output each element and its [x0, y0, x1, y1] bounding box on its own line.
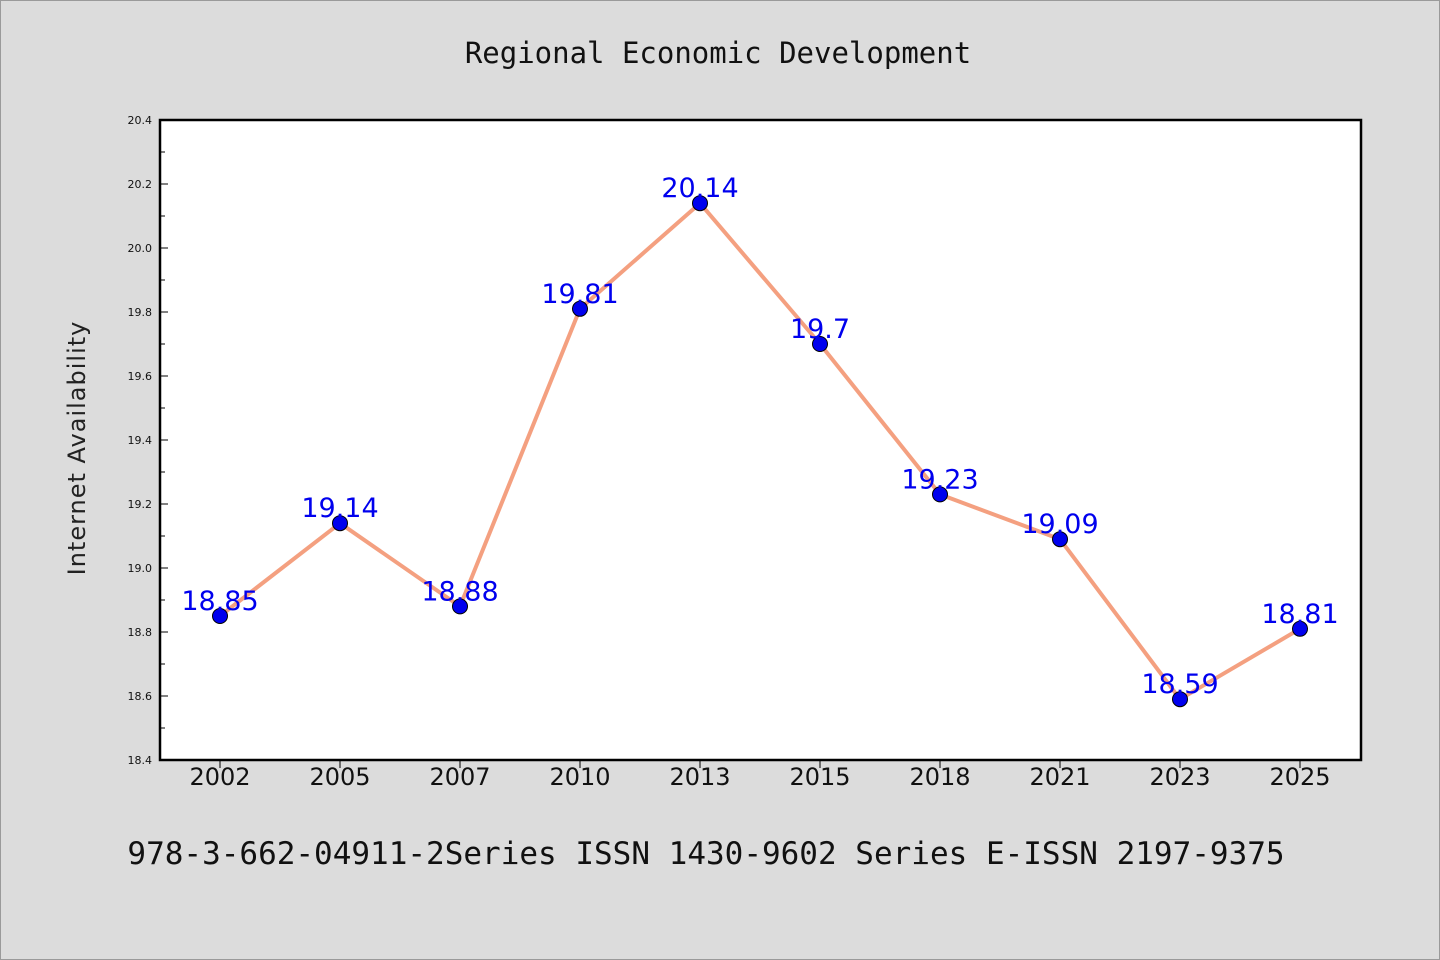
- x-tick-label: 2005: [309, 763, 370, 791]
- x-tick-label: 2021: [1029, 763, 1090, 791]
- data-point-marker: [212, 608, 228, 624]
- x-tick-label: 2018: [909, 763, 970, 791]
- y-axis: 18.4 18.6 18.8 19.0 19.2 19.4 19.6 19.8 20.0 20.2…: [128, 114, 168, 767]
- data-point-marker: [692, 195, 708, 212]
- x-tick-label: 2002: [189, 763, 250, 791]
- data-label: 18.81: [1261, 599, 1338, 630]
- data-label: 19.7: [790, 314, 850, 345]
- chart-title: Regional Economic Development: [465, 36, 971, 70]
- data-point-marker: [932, 486, 948, 503]
- data-point-marker: [1292, 620, 1308, 637]
- plot-area: [158, 118, 1363, 762]
- data-label: 19.09: [1021, 509, 1098, 540]
- data-label: 18.85: [181, 586, 258, 617]
- y-tick-label: 19.4: [128, 434, 153, 447]
- data-point-marker: [812, 336, 828, 352]
- data-label: 18.59: [1141, 669, 1218, 700]
- y-tick-label: 18.6: [128, 690, 153, 703]
- x-tick-label: 2023: [1149, 763, 1210, 791]
- footer-text: 978-3-662-04911-2Series ISSN 1430-9602 S…: [127, 836, 1284, 872]
- y-tick-label: 19.6: [128, 370, 153, 383]
- data-label: 19.81: [541, 279, 618, 310]
- y-tick-label: 20.0: [128, 242, 153, 255]
- y-axis-label: Internet Availability: [63, 321, 91, 576]
- x-tick-label: 2007: [429, 763, 490, 791]
- y-tick-label: 19.8: [128, 306, 153, 319]
- data-point-marker: [452, 598, 468, 615]
- y-tick-label: 19.2: [128, 498, 153, 511]
- series-line: [218, 201, 1302, 702]
- data-label: 19.14: [301, 493, 378, 524]
- y-tick-label: 18.4: [128, 754, 153, 767]
- data-point-marker: [572, 300, 588, 317]
- data-point-marker: [1052, 531, 1068, 548]
- series-layer: 18.85 19.14 18.88 19.81 20.14 19.7 19.23 19.09 1…: [181, 173, 1339, 708]
- x-tick-label: 2010: [549, 763, 610, 791]
- data-label: 20.14: [661, 173, 738, 204]
- x-tick-label: 2013: [669, 763, 730, 791]
- x-axis: 2002 2005 2007 2010 2013 2015 2018 2021 2023 2025: [189, 760, 1331, 791]
- data-label: 18.88: [421, 576, 498, 607]
- data-point-marker: [332, 515, 348, 532]
- y-tick-label: 19.0: [128, 562, 153, 575]
- x-tick-label: 2025: [1269, 763, 1330, 791]
- y-tick-label: 18.8: [128, 626, 153, 639]
- x-tick-label: 2015: [789, 763, 850, 791]
- data-point-marker: [1172, 691, 1188, 708]
- y-tick-label: 20.4: [128, 114, 153, 127]
- y-tick-label: 20.2: [128, 178, 153, 191]
- data-label: 19.23: [901, 464, 978, 495]
